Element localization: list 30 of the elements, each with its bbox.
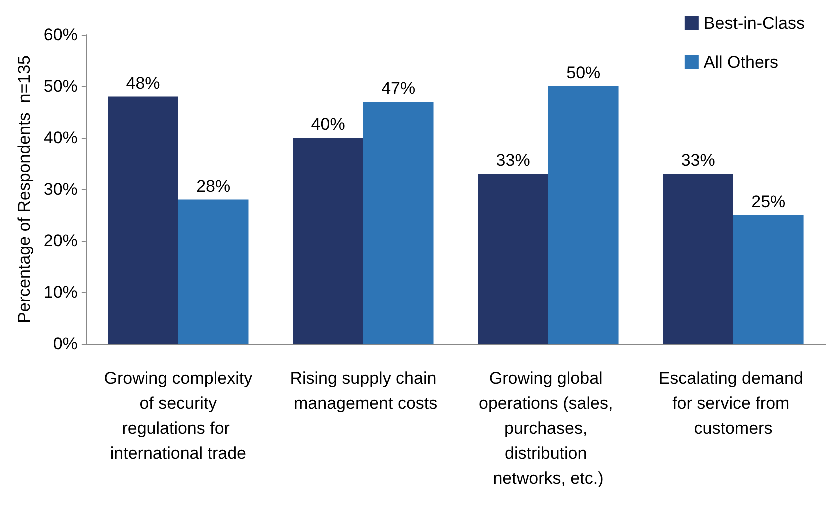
data-label: 47% xyxy=(382,78,416,98)
data-label: 48% xyxy=(126,74,160,93)
data-label: 33% xyxy=(681,151,716,170)
x-tick-label: Growing global operations (sales, purchases, distribution networks, etc.) xyxy=(479,369,618,488)
legend-label: Best-in-Class xyxy=(704,14,806,33)
x-tick-label: Rising supply chain management costs xyxy=(289,369,438,413)
data-label: 28% xyxy=(196,176,231,196)
y-tick-label: 40% xyxy=(44,128,78,148)
legend-label: All Others xyxy=(704,53,779,72)
x-tick-label: Escalating demand for service from customers xyxy=(658,369,808,438)
bar xyxy=(178,200,249,344)
y-tick-label: 30% xyxy=(44,180,78,199)
x-tick-label: Growing complexity of security regulations for international trade xyxy=(104,369,254,463)
y-tick-label: 60% xyxy=(44,26,78,44)
bar xyxy=(108,96,178,344)
bar xyxy=(548,86,619,344)
data-label: 25% xyxy=(752,192,786,212)
bar xyxy=(478,174,548,344)
data-label: 33% xyxy=(496,151,530,170)
data-label: 50% xyxy=(566,64,601,82)
bar xyxy=(363,102,434,344)
y-tick-label: 50% xyxy=(44,77,78,96)
y-tick-label: 20% xyxy=(44,232,78,250)
y-axis-title: Percentage of Respondents n=135 xyxy=(15,56,34,324)
bar xyxy=(733,215,804,344)
data-label: 40% xyxy=(311,115,346,134)
bar xyxy=(293,138,364,344)
y-tick-label: 10% xyxy=(44,283,78,302)
bar xyxy=(663,174,734,344)
y-tick-label: 0% xyxy=(53,334,78,354)
